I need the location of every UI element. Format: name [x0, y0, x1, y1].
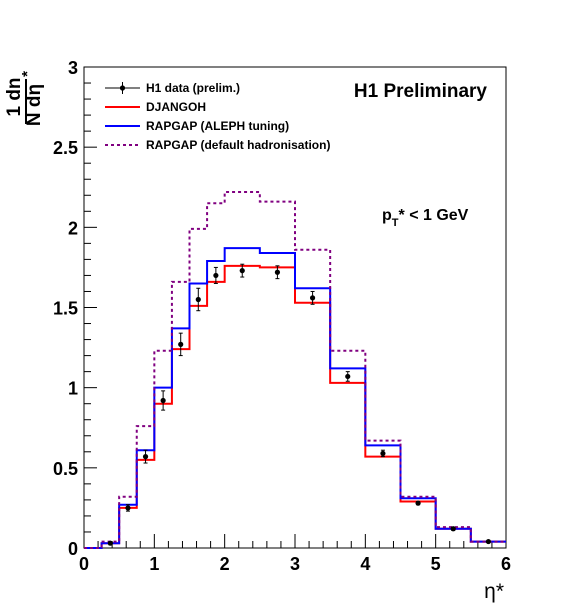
x-tick-label: 4	[360, 554, 370, 574]
y-tick-label: 3	[68, 58, 78, 78]
cut-label-sub: T	[392, 217, 399, 229]
data-point	[107, 540, 113, 546]
legend-entry: RAPGAP (ALEPH tuning)	[105, 119, 289, 133]
y-tick-label: 2	[68, 218, 78, 238]
cut-label: pT* < 1 GeV	[382, 207, 469, 229]
cut-label-rest: * < 1 GeV	[399, 207, 469, 224]
y-tick-label: 1	[68, 379, 78, 399]
data-point	[485, 538, 492, 545]
data-marker	[485, 538, 492, 545]
y-tick-label: 0.5	[53, 459, 78, 479]
x-tick-label: 5	[431, 554, 441, 574]
data-point	[309, 290, 316, 305]
y-tick-labels: 0 0.5 1 1.5 2 2.5 3	[53, 58, 78, 559]
legend-label: DJANGOH	[146, 100, 206, 114]
data-marker	[142, 454, 149, 460]
legend-label: RAPGAP (ALEPH tuning)	[146, 119, 289, 133]
y-axis-label-sup: *	[19, 71, 36, 77]
data-marker	[195, 296, 201, 303]
legend-entry: RAPGAP (default hadronisation)	[105, 138, 330, 152]
x-tick-label: 6	[501, 554, 511, 574]
data-point	[178, 332, 184, 357]
data-point	[450, 526, 456, 532]
y-tick-label: 0	[68, 539, 78, 559]
data-marker	[125, 505, 131, 511]
cut-label-main: p	[382, 207, 392, 224]
data-point	[195, 287, 201, 312]
y-tick-label: 1.5	[53, 299, 78, 319]
legend-entry: DJANGOH	[105, 100, 206, 114]
data-point	[160, 390, 166, 411]
x-axis-label: η*	[484, 580, 504, 603]
data-point	[274, 265, 281, 280]
y-axis-label-denominator: N dη	[24, 84, 45, 126]
legend-entry: H1 data (prelim.)	[105, 81, 240, 95]
y-axis-label-numerator: 1 dn	[4, 77, 25, 116]
data-point	[213, 266, 219, 284]
data-point	[239, 263, 245, 278]
data-point	[142, 449, 149, 464]
data-marker	[160, 397, 166, 404]
data-marker	[274, 269, 281, 275]
data-marker	[239, 268, 245, 274]
data-marker	[345, 373, 351, 380]
x-tick-labels: 0 1 2 3 4 5 6	[79, 554, 511, 574]
data-point	[345, 371, 351, 382]
y-axis-label: 1 dn N dη *	[4, 71, 45, 126]
data-marker	[380, 450, 386, 457]
legend-label: H1 data (prelim.)	[146, 81, 240, 95]
data-marker	[107, 540, 113, 546]
series-2-histogram	[84, 247, 506, 549]
series-layer	[84, 191, 506, 549]
data-marker	[213, 272, 219, 279]
data-point	[415, 500, 421, 506]
chart-title: H1 Preliminary	[354, 81, 487, 102]
data-marker	[309, 295, 316, 301]
y-tick-label: 2.5	[53, 138, 78, 158]
x-tick-label: 3	[290, 554, 300, 574]
data-point	[380, 449, 386, 458]
data-point	[125, 504, 131, 512]
x-tick-label: 2	[220, 554, 230, 574]
legend-label: RAPGAP (default hadronisation)	[146, 138, 330, 152]
data-marker	[415, 500, 421, 506]
legend-swatch-marker	[119, 85, 126, 91]
series-1-histogram	[84, 264, 506, 549]
data-marker	[450, 526, 456, 532]
data-marker	[178, 341, 184, 347]
x-tick-label: 0	[79, 554, 89, 574]
series-3-histogram	[84, 191, 506, 549]
legend: H1 data (prelim.) DJANGOH RAPGAP (ALEPH tu…	[105, 81, 330, 152]
x-tick-label: 1	[149, 554, 159, 574]
